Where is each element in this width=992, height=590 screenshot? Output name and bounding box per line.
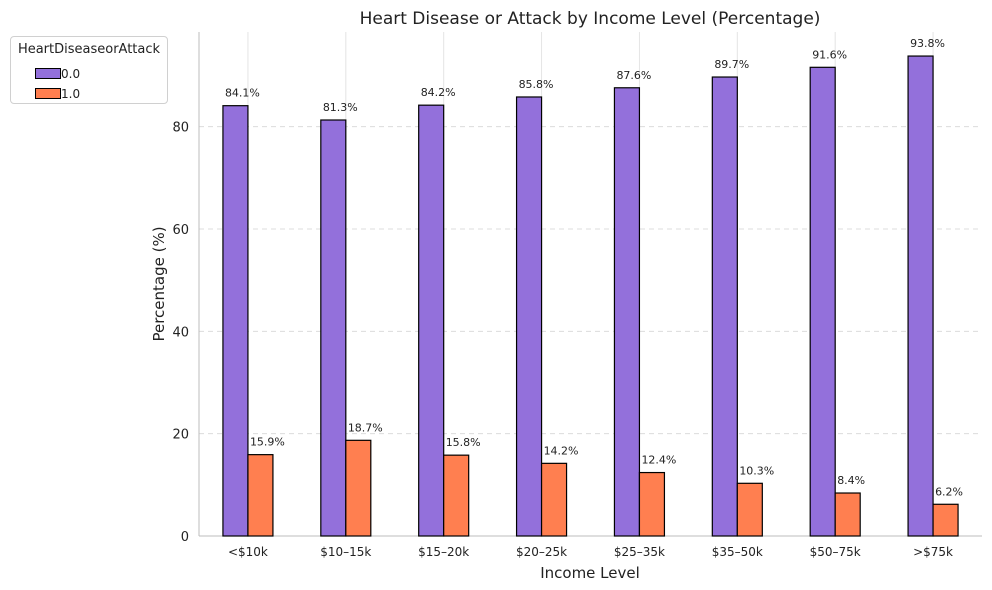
- y-tick-label-4: 80: [172, 121, 189, 136]
- data-label-series-1-2: 15.8%: [446, 436, 481, 449]
- x-tick-label-2: $15–20k: [418, 545, 469, 559]
- x-tick-label-7: >$75k: [913, 545, 953, 559]
- bar-series-1-4: [638, 471, 666, 537]
- legend-label-series-0: 0.0: [61, 67, 81, 81]
- data-label-series-1-6: 8.4%: [837, 474, 865, 487]
- y-tick-label-0: 0: [181, 530, 189, 545]
- data-label-series-0-1: 81.3%: [323, 101, 358, 114]
- x-tick-label-4: $25–35k: [614, 545, 665, 559]
- bar-series-0-5: [711, 76, 738, 537]
- bar-series-0-4: [613, 87, 641, 537]
- bars: 84.1% 81.3% 84.2% 85.8% 87.6% 89.7% 91.6% 93.8%…: [222, 37, 963, 537]
- bar-series-1-5: [736, 482, 763, 537]
- bar-series-0-3: [515, 96, 543, 537]
- data-label-series-1-5: 10.3%: [739, 464, 774, 477]
- x-tick-label-3: $20–25k: [516, 545, 567, 559]
- bar-series-1-3: [540, 462, 568, 537]
- bar-series-1-7: [932, 503, 959, 537]
- bar-series-1-6: [834, 492, 861, 537]
- data-label-series-0-0: 84.1%: [225, 87, 260, 100]
- chart-title: Heart Disease or Attack by Income Level …: [360, 9, 821, 29]
- y-axis-label: Percentage (%): [150, 226, 168, 341]
- legend-item-series-1: 1.0: [35, 87, 81, 101]
- grid: [199, 32, 982, 536]
- x-tick-label-5: $35–50k: [712, 545, 763, 559]
- bar-series-0-1: [320, 119, 347, 537]
- legend-label-series-1: 1.0: [61, 87, 81, 101]
- y-tick-label-3: 60: [172, 223, 189, 238]
- data-label-series-0-2: 84.2%: [421, 86, 456, 99]
- x-axis-label: Income Level: [540, 564, 640, 582]
- data-label-series-0-6: 91.6%: [812, 48, 847, 61]
- data-label-series-1-0: 15.9%: [250, 436, 285, 449]
- data-label-series-0-3: 85.8%: [519, 78, 554, 91]
- bar-series-0-0: [222, 105, 249, 537]
- bar-series-0-6: [809, 66, 836, 537]
- data-label-series-1-3: 14.2%: [544, 444, 579, 457]
- data-label-series-1-7: 6.2%: [935, 485, 963, 498]
- data-label-series-0-4: 87.6%: [616, 69, 651, 82]
- legend-swatch-series-1: [35, 88, 61, 99]
- legend: HeartDiseaseorAttack 0.0 1.0: [10, 36, 168, 104]
- y-tick-label-2: 40: [172, 325, 189, 340]
- data-label-series-1-4: 12.4%: [641, 454, 676, 467]
- legend-title: HeartDiseaseorAttack: [17, 42, 161, 57]
- legend-item-series-0: 0.0: [35, 67, 81, 81]
- data-label-series-0-7: 93.8%: [910, 37, 945, 50]
- bar-series-1-0: [247, 454, 274, 537]
- bar-series-1-2: [443, 454, 470, 537]
- ticks: 0 20 40 60 80 <$10k $10–15k $15–20k $20–25k $25–3…: [172, 121, 953, 559]
- data-label-series-1-1: 18.7%: [348, 421, 383, 434]
- bar-series-0-2: [418, 104, 445, 537]
- data-label-series-0-5: 89.7%: [714, 58, 749, 71]
- bar-series-0-7: [907, 55, 934, 537]
- x-tick-label-0: <$10k: [228, 545, 268, 559]
- axes: [198, 32, 982, 537]
- legend-swatch-series-0: [35, 68, 61, 79]
- bar-series-1-1: [345, 439, 372, 537]
- x-tick-label-1: $10–15k: [320, 545, 371, 559]
- y-tick-label-1: 20: [172, 428, 189, 443]
- x-tick-label-6: $50–75k: [810, 545, 861, 559]
